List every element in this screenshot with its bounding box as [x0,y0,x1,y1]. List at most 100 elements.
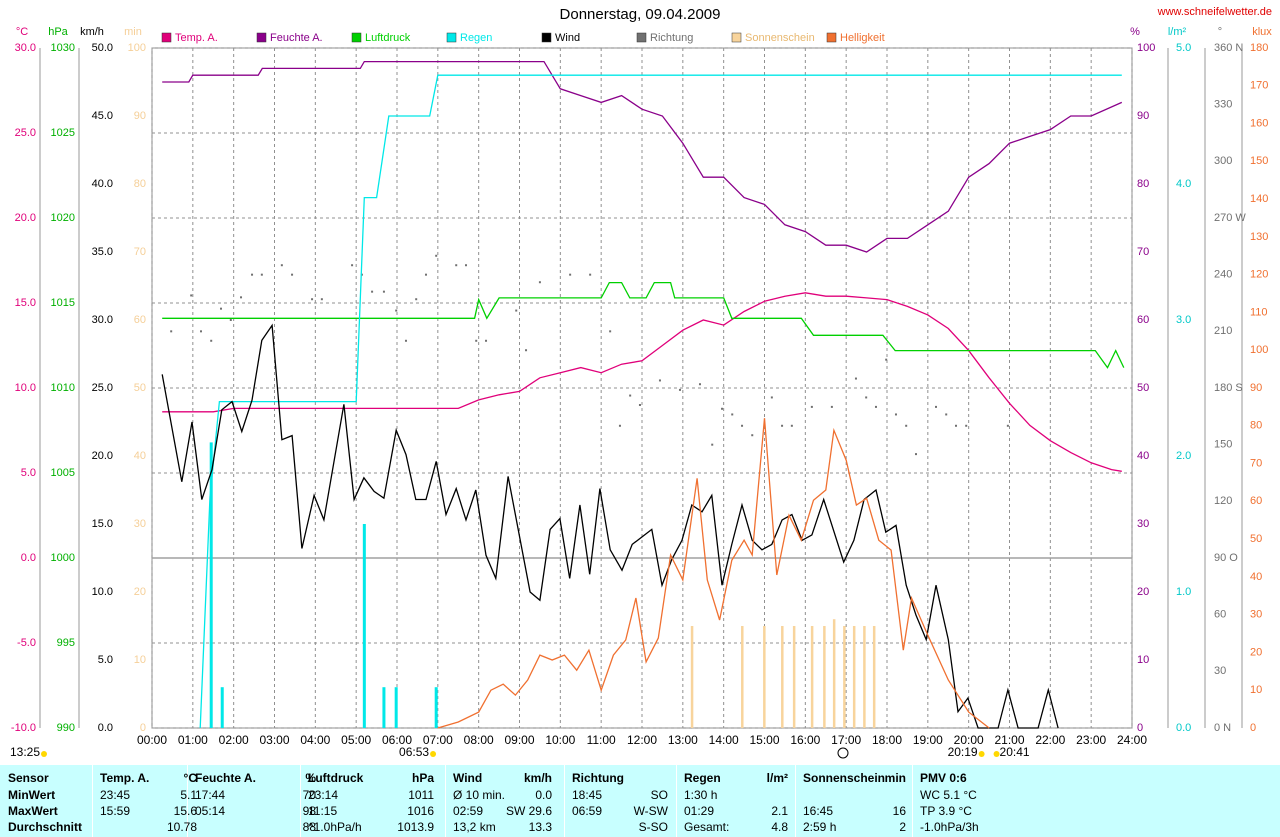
y-tick-label: 1030 [51,42,75,54]
direction-dot [404,339,407,342]
y-tick-label: 1005 [51,467,75,479]
cell-value: 88 [302,820,316,834]
legend-swatch [351,32,362,43]
direction-dot [711,443,714,446]
cell-value: 2.1 [771,804,788,818]
direction-dot [320,298,323,301]
y-tick-label: 30 [1250,609,1262,621]
axis-unit: % [1130,26,1140,38]
y-tick-label: 240 [1214,269,1232,281]
direction-dot [751,434,754,437]
y-tick-label: 40 [134,450,146,462]
x-tick-label: 20:00 [954,733,984,747]
direction-dot [658,379,661,382]
x-tick-label: 15:00 [749,733,779,747]
y-tick-label: 90 [1250,382,1262,394]
column-title: PMV 0:6 [920,771,967,785]
cell-time: 2:59 h [803,820,837,834]
cell-time: Gesamt: [684,820,730,834]
cell-value: 10.78 [166,820,197,834]
row-label: Durchschnitt [8,820,83,834]
direction-dot [731,413,734,416]
y-tick-label: 0.0 [21,552,36,564]
legend-label: Regen [460,32,492,44]
direction-dot [190,294,193,297]
direction-dot [830,405,833,408]
cell-time: ^1.0hPa/h [308,820,362,834]
legend-label: Sonnenschein [745,32,815,44]
y-tick-label: 270 W [1214,212,1246,224]
direction-dot [435,254,438,257]
y-tick-label: 2.0 [1176,450,1191,462]
y-tick-label: 30 [1214,665,1226,677]
y-tick-label: 995 [57,637,75,649]
direction-dot [1006,424,1009,427]
y-tick-label: 10 [1250,684,1262,696]
cell-value: W-SW [633,804,668,818]
cell: -1.0hPa/3h [920,820,979,834]
cell-value: 1016 [407,804,434,818]
y-tick-label: 50 [134,382,146,394]
y-tick-label: 5.0 [98,654,113,666]
chart: Donnerstag, 09.04.2009 www.schneifelwett… [10,6,1272,759]
bar [763,626,766,728]
direction-dot [465,264,468,267]
direction-dot [609,330,612,333]
rain-rate-bar [434,687,438,728]
x-tick-label: 12:00 [627,733,657,747]
bar [823,626,826,728]
y-tick-label: 50.0 [92,42,113,54]
rain-rate-bar [394,687,398,728]
x-tick-label: 13:00 [668,733,698,747]
x-tick-label: 03:00 [259,733,289,747]
y-tick-label: 300 [1214,155,1232,167]
direction-dot [781,424,784,427]
y-tick-label: 50 [1250,533,1262,545]
x-tick-label: 00:00 [137,733,167,747]
column-separator [676,765,677,837]
event-label: 20:41 [1000,745,1030,759]
direction-dot [945,413,948,416]
series-line [162,60,1123,253]
cell-time: 1:30 h [684,788,718,802]
direction-dot [415,298,418,301]
x-tick-label: 19:00 [913,733,943,747]
y-tick-label: 10.0 [15,382,36,394]
y-tick-label: 150 [1214,439,1232,451]
column-title: Wind [453,771,483,785]
cell-time: 16:45 [803,804,834,818]
x-tick-label: 10:00 [545,733,575,747]
y-tick-label: 130 [1250,231,1268,243]
y-tick-label: 90 O [1214,552,1238,564]
y-tick-label: 40 [1137,450,1149,462]
y-tick-label: 1.0 [1176,586,1191,598]
column-unit: °C [183,771,197,785]
axis-unit: °C [16,26,28,38]
cell: WC 5.1 °C [920,788,977,802]
cell-value: 98 [302,804,316,818]
event-label: 20:19 [948,745,978,759]
direction-dot [395,309,398,312]
bar [741,626,744,728]
y-tick-label: 1000 [51,552,75,564]
y-tick-label: 100 [1137,42,1155,54]
direction-dot [678,388,681,391]
y-tick-label: 10 [1137,654,1149,666]
x-tick-label: 14:00 [709,733,739,747]
y-tick-label: 0.0 [98,722,113,734]
y-tick-label: 5.0 [1176,42,1191,54]
cell-value: 70 [302,788,316,802]
direction-dot [905,424,908,427]
bar [863,626,866,728]
x-tick-label: 16:00 [790,733,820,747]
direction-dot [485,339,488,342]
x-tick-label: 11:00 [587,733,616,747]
x-tick-label: 02:00 [219,733,249,747]
y-tick-label: 20.0 [92,450,113,462]
cell-value: 2 [899,820,906,834]
y-tick-label: 1010 [51,382,75,394]
direction-dot [220,307,223,310]
y-tick-label: 0 [140,722,146,734]
x-tick-label: 22:00 [1035,733,1065,747]
series-line [161,323,1059,729]
